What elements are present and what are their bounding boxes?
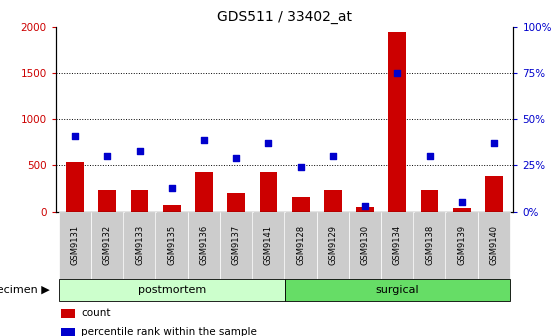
Point bbox=[135, 148, 144, 154]
Bar bbox=[421, 190, 439, 212]
Text: GSM9135: GSM9135 bbox=[167, 225, 176, 265]
Text: GSM9132: GSM9132 bbox=[103, 225, 112, 265]
Text: count: count bbox=[81, 308, 110, 318]
Bar bbox=[99, 190, 116, 212]
Bar bbox=[453, 208, 470, 212]
Text: GSM9131: GSM9131 bbox=[71, 225, 80, 265]
Text: GSM9133: GSM9133 bbox=[135, 225, 144, 265]
Bar bbox=[163, 205, 181, 212]
Bar bbox=[324, 191, 341, 212]
Point bbox=[200, 137, 209, 142]
Bar bbox=[228, 193, 245, 212]
Text: percentile rank within the sample: percentile rank within the sample bbox=[81, 327, 257, 336]
Bar bbox=[388, 32, 406, 212]
Text: GSM9140: GSM9140 bbox=[489, 225, 498, 265]
Text: postmortem: postmortem bbox=[138, 285, 206, 295]
Bar bbox=[485, 176, 503, 212]
Text: GSM9139: GSM9139 bbox=[458, 225, 466, 265]
Point bbox=[264, 141, 273, 146]
Bar bbox=[292, 197, 310, 212]
Text: GSM9138: GSM9138 bbox=[425, 225, 434, 265]
Bar bbox=[356, 207, 374, 212]
Point bbox=[489, 141, 498, 146]
Text: GSM9129: GSM9129 bbox=[329, 225, 338, 265]
Text: GSM9137: GSM9137 bbox=[232, 225, 240, 265]
Point bbox=[71, 133, 80, 139]
Text: specimen ▶: specimen ▶ bbox=[0, 285, 50, 295]
Text: surgical: surgical bbox=[376, 285, 419, 295]
Text: GSM9130: GSM9130 bbox=[360, 225, 369, 265]
Text: GSM9128: GSM9128 bbox=[296, 225, 305, 265]
Point bbox=[360, 204, 369, 209]
Point bbox=[103, 154, 112, 159]
Point bbox=[393, 71, 402, 76]
Bar bbox=[131, 191, 148, 212]
Title: GDS511 / 33402_at: GDS511 / 33402_at bbox=[217, 10, 352, 25]
Text: GSM9141: GSM9141 bbox=[264, 225, 273, 265]
Bar bbox=[195, 172, 213, 212]
Bar bbox=[66, 162, 84, 212]
Point bbox=[425, 154, 434, 159]
Point bbox=[167, 185, 176, 190]
Bar bbox=[259, 172, 277, 212]
Point bbox=[232, 156, 240, 161]
Text: GSM9134: GSM9134 bbox=[393, 225, 402, 265]
Point bbox=[296, 165, 305, 170]
Text: GSM9136: GSM9136 bbox=[200, 225, 209, 265]
Point bbox=[458, 200, 466, 205]
Point bbox=[329, 154, 338, 159]
